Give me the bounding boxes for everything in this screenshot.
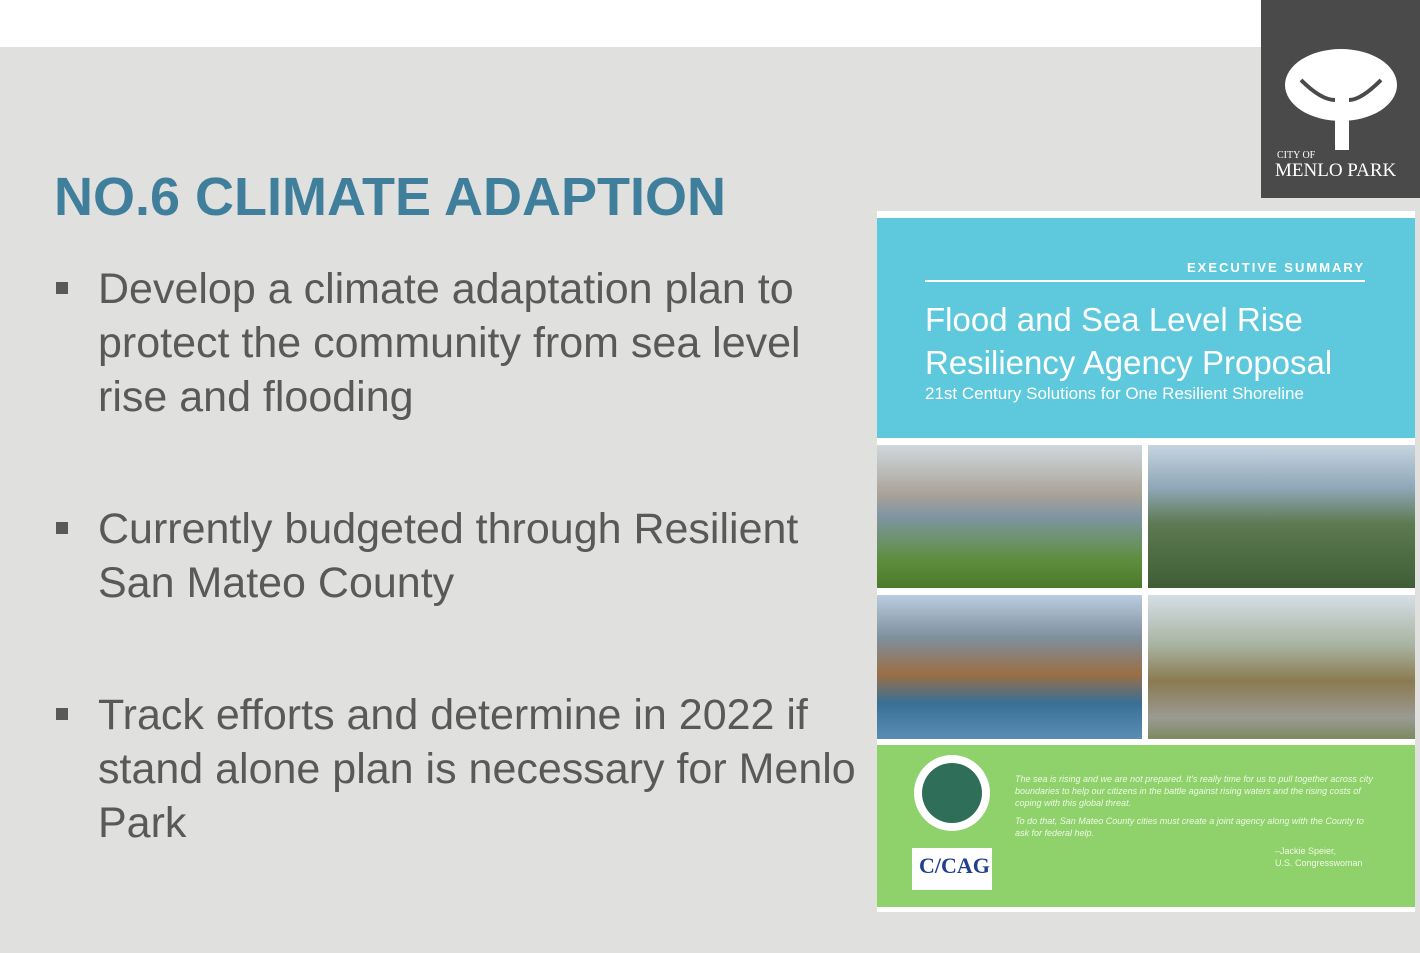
bullet: Track efforts and determine in 2022 if s… bbox=[98, 691, 856, 847]
cover-subtitle: 21st Century Solutions for One Resilient… bbox=[925, 384, 1304, 403]
bullet-marker bbox=[56, 282, 68, 294]
logo-line2: MENLO PARK bbox=[1275, 160, 1397, 181]
photo bbox=[1148, 445, 1415, 588]
bullet-marker bbox=[56, 708, 68, 720]
bullet: Develop a climate adaptation plan to pro… bbox=[98, 265, 801, 421]
quote: The sea is rising and we are not prepare… bbox=[1015, 773, 1375, 869]
cover-title-line: Flood and Sea Level Rise bbox=[925, 301, 1303, 338]
photo bbox=[877, 445, 1142, 588]
rule bbox=[925, 280, 1365, 282]
cover-title-line: Resiliency Agency Proposal bbox=[925, 344, 1333, 381]
cover-header: EXECUTIVE SUMMARY Flood and Sea Level Ri… bbox=[877, 218, 1415, 438]
slide-title: NO.6 CLIMATE ADAPTION bbox=[54, 167, 726, 227]
bullet: Currently budgeted through Resilient San… bbox=[98, 505, 799, 607]
attribution-line: U.S. Congresswoman bbox=[1275, 858, 1363, 868]
attribution-line: –Jackie Speier, bbox=[1275, 846, 1337, 856]
tree-icon bbox=[1285, 49, 1397, 155]
report-cover: EXECUTIVE SUMMARY Flood and Sea Level Ri… bbox=[877, 211, 1415, 912]
attribution: –Jackie Speier, U.S. Congresswoman bbox=[1275, 845, 1375, 869]
cover-footer: C/CAG The sea is rising and we are not p… bbox=[877, 745, 1415, 907]
logo: CITY OF MENLO PARK bbox=[1261, 0, 1420, 198]
quote-para: The sea is rising and we are not prepare… bbox=[1015, 774, 1373, 808]
badge: C/CAG bbox=[919, 853, 990, 878]
photo bbox=[1148, 595, 1415, 739]
cover-title: Flood and Sea Level Rise Resiliency Agen… bbox=[925, 298, 1332, 384]
quote-para: To do that, San Mateo County cities must… bbox=[1015, 816, 1364, 838]
seals bbox=[912, 755, 992, 890]
logo-line1: CITY OF bbox=[1277, 150, 1316, 161]
bullet-marker bbox=[56, 522, 68, 534]
cover-label: EXECUTIVE SUMMARY bbox=[1187, 260, 1365, 275]
photo bbox=[877, 595, 1142, 739]
